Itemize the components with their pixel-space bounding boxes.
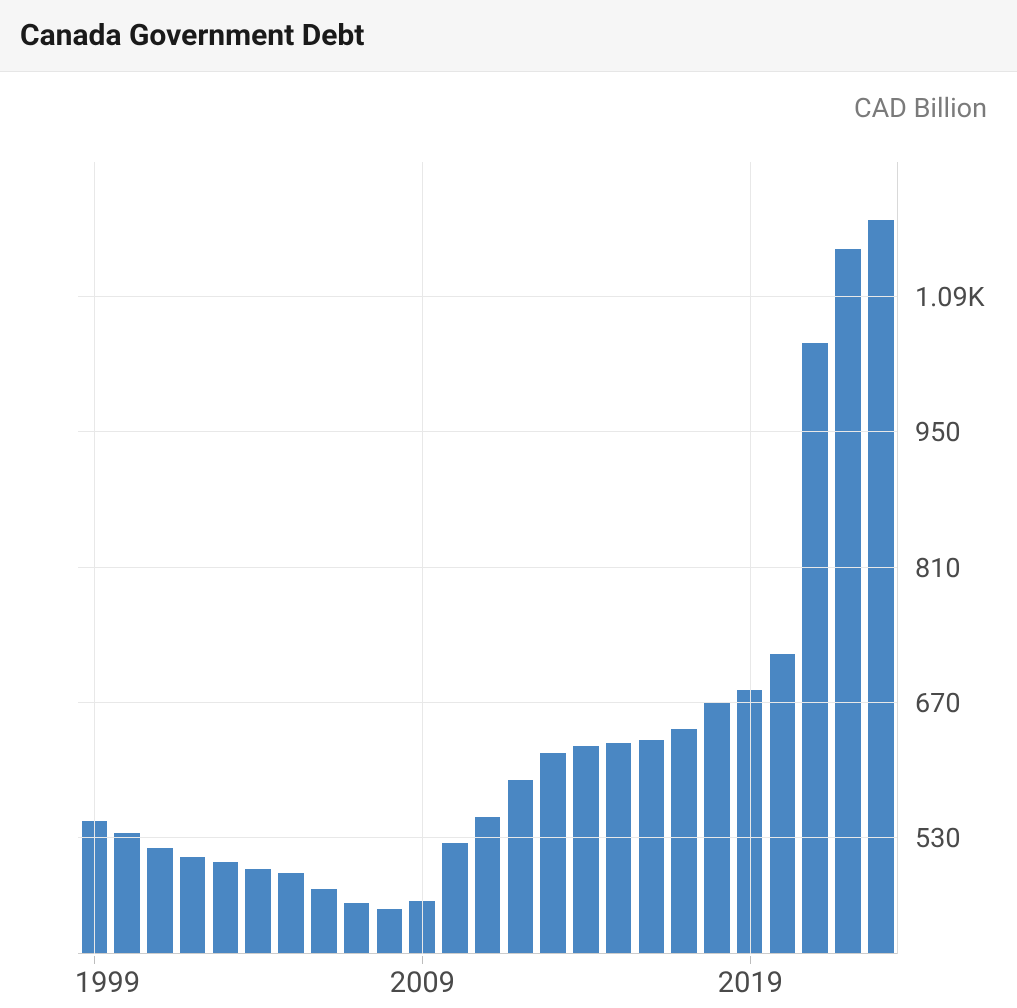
y-tick-label: 1.09K (897, 281, 985, 313)
bar (868, 220, 894, 954)
bar (213, 862, 239, 954)
bar (278, 873, 304, 954)
bar-slot (799, 162, 832, 954)
x-tick-label: 1999 (75, 966, 140, 1000)
bar-slot (275, 162, 308, 954)
bar (639, 740, 665, 954)
gridline-h (78, 567, 897, 568)
bar-slot (307, 162, 340, 954)
bar (671, 729, 697, 954)
bar (835, 249, 861, 954)
bar-container (78, 162, 897, 954)
gridline-v (750, 162, 751, 954)
gridline-h (78, 296, 897, 297)
chart-header: Canada Government Debt (0, 0, 1017, 72)
y-tick-label: 810 (897, 552, 961, 584)
bar-slot (701, 162, 734, 954)
bar (606, 743, 632, 954)
bar (802, 343, 828, 954)
y-tick-label: 950 (897, 416, 961, 448)
y-tick-label: 670 (897, 687, 961, 719)
bar-slot (438, 162, 471, 954)
x-tick (750, 956, 751, 964)
unit-label: CAD Billion (854, 92, 987, 124)
bar-slot (569, 162, 602, 954)
x-tick-label: 2019 (718, 966, 783, 1000)
bar (311, 889, 337, 954)
bar-slot (766, 162, 799, 954)
bar-slot (635, 162, 668, 954)
gridline-v (422, 162, 423, 954)
gridline-h (78, 431, 897, 432)
bar-slot (471, 162, 504, 954)
x-baseline (78, 953, 897, 954)
chart-area: CAD Billion 5306708109501.09K 1999200920… (0, 72, 1017, 1008)
bar (573, 746, 599, 954)
bar-slot (832, 162, 865, 954)
bar-slot (176, 162, 209, 954)
chart-title: Canada Government Debt (20, 18, 997, 53)
bar (245, 869, 271, 954)
gridline-h (78, 837, 897, 838)
bar-slot (602, 162, 635, 954)
bar (508, 780, 534, 954)
bar (147, 848, 173, 954)
bar-slot (864, 162, 897, 954)
bar (704, 703, 730, 954)
x-tick (422, 956, 423, 964)
bar-slot (209, 162, 242, 954)
bar-slot (340, 162, 373, 954)
x-axis: 1999 2009 2019 (78, 956, 898, 1006)
bar (540, 753, 566, 954)
bar-slot (537, 162, 570, 954)
bar-slot (373, 162, 406, 954)
bar-slot (111, 162, 144, 954)
gridline-v (94, 162, 95, 954)
y-tick-label: 530 (897, 822, 961, 854)
bar (442, 843, 468, 954)
bar-slot (668, 162, 701, 954)
gridline-h (78, 702, 897, 703)
x-tick (94, 956, 95, 964)
bar-slot (504, 162, 537, 954)
plot-region: 5306708109501.09K (78, 162, 898, 954)
bar (377, 909, 403, 954)
x-tick-label: 2009 (390, 966, 455, 1000)
bar (180, 857, 206, 954)
bar-slot (144, 162, 177, 954)
bar-slot (242, 162, 275, 954)
bar (344, 903, 370, 954)
bar (770, 654, 796, 954)
bar (114, 833, 140, 954)
